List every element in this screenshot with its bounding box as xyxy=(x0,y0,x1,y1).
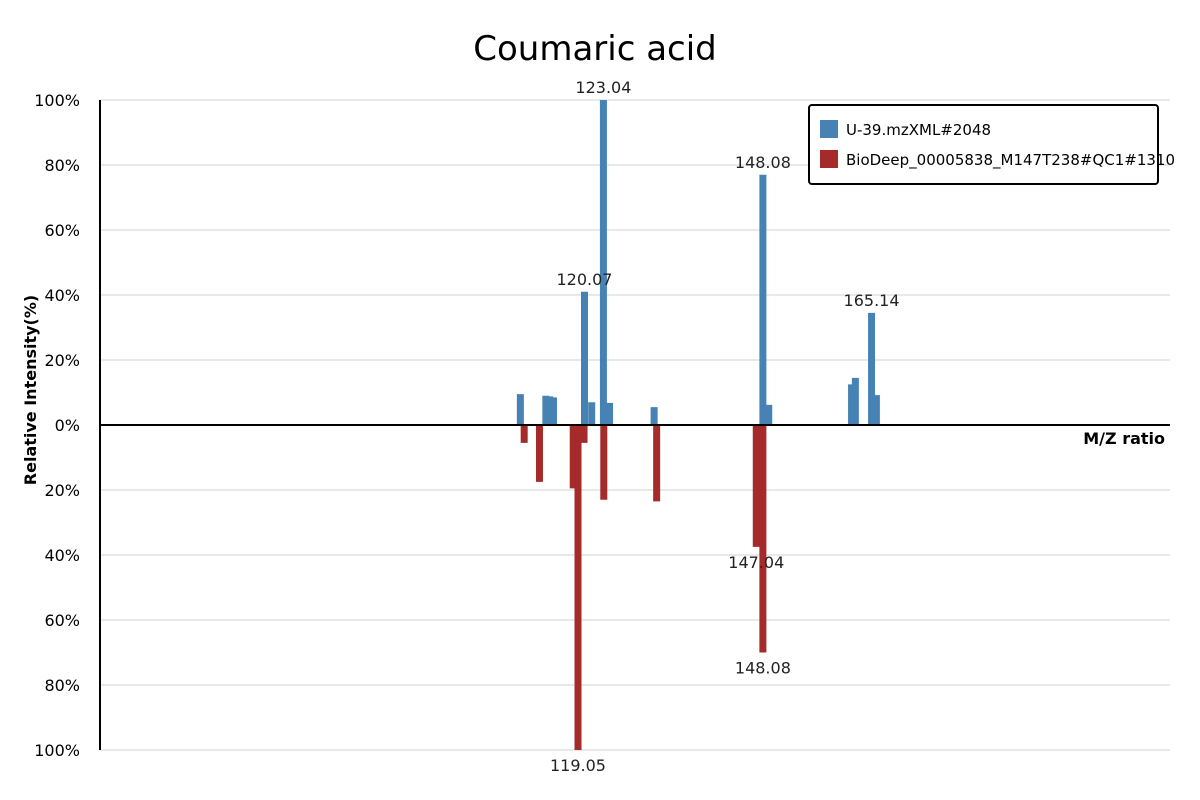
sample-peak-bar xyxy=(872,395,880,425)
y-axis-title: Relative Intensity(%) xyxy=(21,295,40,485)
sample-peak-bar xyxy=(580,291,588,425)
axes xyxy=(99,100,1170,750)
reference-peak-bar xyxy=(574,425,582,750)
legend-swatch-series-1 xyxy=(820,120,838,138)
reference-peak-bar xyxy=(569,425,577,489)
y-tick-label: 40% xyxy=(44,286,80,305)
y-tick-label: 60% xyxy=(44,611,80,630)
sample-peak-bar xyxy=(650,407,658,425)
y-tick-label: 40% xyxy=(44,546,80,565)
legend-box xyxy=(808,104,1159,185)
reference-peak-bar xyxy=(580,425,588,443)
peak-label: 120.07 xyxy=(557,270,613,289)
reference-peak-bar xyxy=(752,425,760,547)
y-tick-label: 0% xyxy=(55,416,80,435)
peak-labels: 120.07 123.04 148.08 165.14 119.05 147.04 148.… xyxy=(550,78,900,775)
bars-group xyxy=(516,100,880,750)
legend: U-39.mzXML#2048 BioDeep_00005838_M147T23… xyxy=(808,104,1175,185)
legend-label-series-1: U-39.mzXML#2048 xyxy=(846,121,991,139)
sample-peak-bar xyxy=(516,394,524,425)
y-tick-label: 20% xyxy=(44,481,80,500)
reference-peak-bar xyxy=(759,425,767,653)
peak-label: 147.04 xyxy=(728,553,784,572)
reference-peak-bar xyxy=(535,425,543,482)
peak-label: 165.14 xyxy=(844,291,900,310)
peak-label: 123.04 xyxy=(575,78,631,97)
peak-label: 148.08 xyxy=(735,153,791,172)
legend-swatch-series-2 xyxy=(820,150,838,168)
sample-peak-bar xyxy=(599,100,607,425)
sample-peak-bar xyxy=(606,402,614,425)
peak-label: 119.05 xyxy=(550,756,606,775)
y-tick-label: 80% xyxy=(44,676,80,695)
sample-peak-bar xyxy=(759,174,767,425)
y-tick-label: 20% xyxy=(44,351,80,370)
sample-peak-bar xyxy=(765,404,773,425)
grid-lines xyxy=(100,99,1170,751)
sample-peak-bar xyxy=(588,402,596,425)
sample-peak-bar xyxy=(851,377,859,425)
y-tick-label: 60% xyxy=(44,221,80,240)
peak-label: 148.08 xyxy=(735,659,791,678)
sample-peak-bar xyxy=(848,384,856,425)
y-tick-label: 100% xyxy=(34,741,80,760)
x-axis-title: M/Z ratio xyxy=(1083,429,1165,448)
reference-peak-bar xyxy=(600,425,608,500)
chart-title: Coumaric acid xyxy=(473,29,717,69)
sample-peak-bar xyxy=(549,397,557,425)
sample-peak-bar xyxy=(868,312,876,425)
legend-label-series-2: BioDeep_00005838_M147T238#QC1#1310 xyxy=(846,151,1175,170)
y-tick-label: 80% xyxy=(44,156,80,175)
y-tick-labels: 100% 80% 60% 40% 20% 0% 20% 40% 60% 80% 100% xyxy=(34,91,80,760)
sample-peak-bar xyxy=(546,396,554,425)
y-tick-label: 100% xyxy=(34,91,80,110)
reference-peak-bar xyxy=(520,425,528,443)
reference-peak-bar xyxy=(653,425,661,502)
sample-peak-bar xyxy=(542,395,550,425)
